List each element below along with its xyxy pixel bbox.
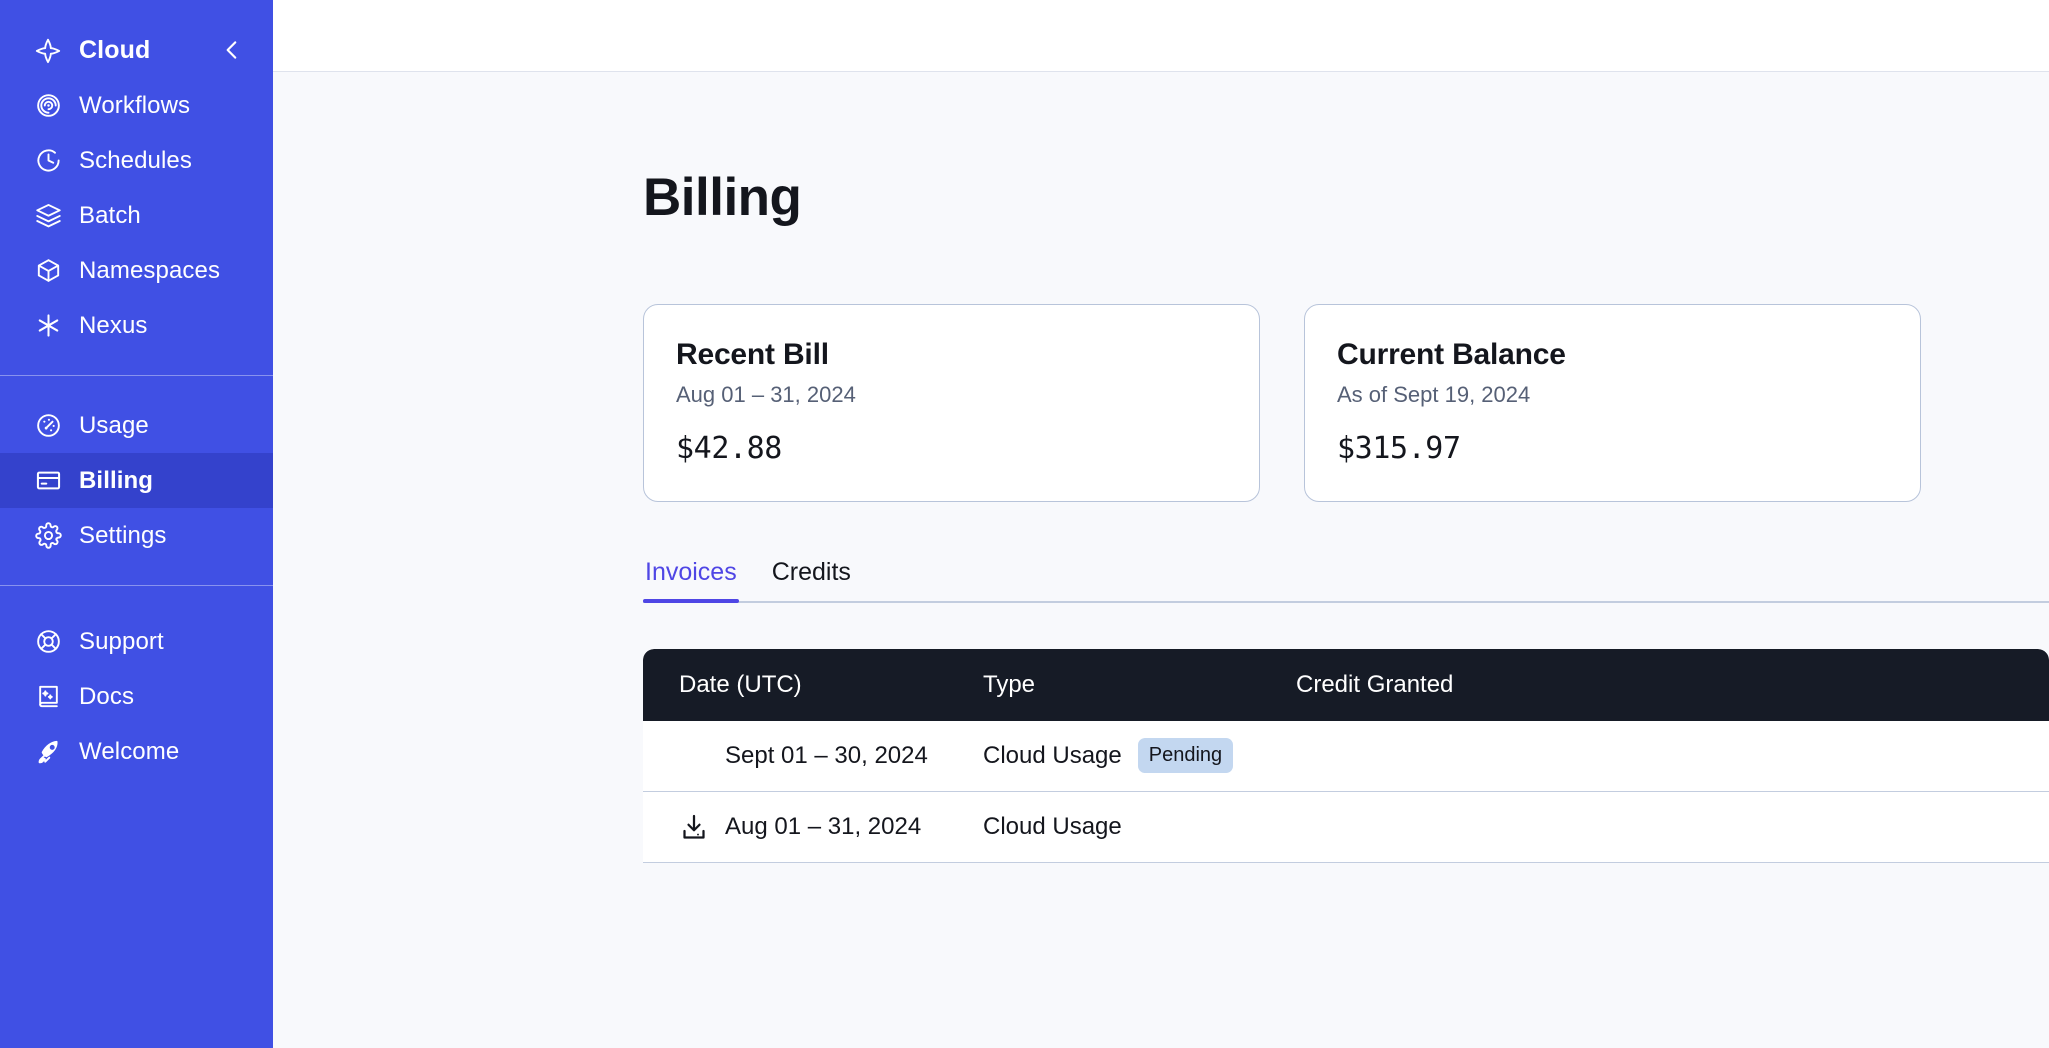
cell-type: Cloud Usage Pending bbox=[983, 738, 1296, 774]
current-balance-card: Current Balance As of Sept 19, 2024 $315… bbox=[1304, 303, 1921, 502]
top-header-bar bbox=[273, 0, 2049, 72]
sidebar-item-label: Usage bbox=[79, 411, 149, 439]
sidebar-item-label: Docs bbox=[79, 682, 135, 710]
sidebar-group-primary: Cloud Workflows bbox=[0, 0, 273, 375]
column-header-date: Date (UTC) bbox=[679, 670, 802, 698]
sidebar: Cloud Workflows bbox=[0, 0, 273, 1048]
chevron-left-icon[interactable] bbox=[217, 35, 247, 65]
workflows-icon bbox=[34, 92, 62, 120]
page-content: Billing Recent Bill Aug 01 – 31, 2024 $4… bbox=[273, 72, 2049, 1048]
invoices-table: Date (UTC) Type Credit Granted Sept 01 –… bbox=[643, 648, 2049, 863]
welcome-rocket-icon bbox=[34, 738, 62, 766]
sidebar-brand-label: Cloud bbox=[79, 35, 151, 64]
sidebar-brand-cloud[interactable]: Cloud bbox=[0, 22, 273, 78]
sidebar-item-nexus[interactable]: Nexus bbox=[0, 298, 273, 353]
sidebar-item-label: Welcome bbox=[79, 737, 180, 765]
batch-layers-icon bbox=[34, 202, 62, 230]
sidebar-group-help: Support Docs bbox=[0, 586, 273, 797]
invoice-type: Cloud Usage bbox=[983, 741, 1122, 769]
recent-bill-card: Recent Bill Aug 01 – 31, 2024 $42.88 bbox=[643, 303, 1260, 502]
schedules-clock-icon bbox=[34, 147, 62, 175]
sidebar-item-support[interactable]: Support bbox=[0, 614, 273, 669]
sidebar-item-settings[interactable]: Settings bbox=[0, 508, 273, 563]
cell-date: Aug 01 – 31, 2024 bbox=[643, 812, 983, 842]
card-subtitle: Aug 01 – 31, 2024 bbox=[676, 382, 856, 408]
settings-gear-icon bbox=[34, 522, 62, 550]
sidebar-item-billing[interactable]: Billing bbox=[0, 453, 273, 508]
column-header-type: Type bbox=[983, 670, 1036, 698]
card-title: Recent Bill bbox=[676, 337, 829, 371]
billing-card-icon bbox=[34, 467, 62, 495]
status-badge: Pending bbox=[1137, 738, 1234, 774]
sidebar-item-label: Namespaces bbox=[79, 256, 221, 284]
table-header-row: Date (UTC) Type Credit Granted bbox=[643, 648, 2049, 721]
summary-cards: Recent Bill Aug 01 – 31, 2024 $42.88 Cur… bbox=[643, 303, 2049, 502]
sidebar-item-workflows[interactable]: Workflows bbox=[0, 78, 273, 133]
page-title: Billing bbox=[643, 168, 802, 227]
column-header-credit-granted: Credit Granted bbox=[1296, 670, 1454, 698]
sidebar-divider-1 bbox=[0, 375, 273, 376]
tab-credits[interactable]: Credits bbox=[771, 557, 851, 586]
card-subtitle: As of Sept 19, 2024 bbox=[1337, 382, 1531, 408]
sidebar-group-account: Usage Billing bbox=[0, 376, 273, 585]
docs-book-icon bbox=[34, 683, 62, 711]
sidebar-item-docs[interactable]: Docs bbox=[0, 669, 273, 724]
invoice-date: Sept 01 – 30, 2024 bbox=[725, 741, 928, 769]
namespaces-cube-icon bbox=[34, 257, 62, 285]
sidebar-item-label: Billing bbox=[79, 466, 154, 494]
sidebar-item-label: Batch bbox=[79, 201, 141, 229]
sidebar-item-label: Workflows bbox=[79, 91, 191, 119]
tab-invoices[interactable]: Invoices bbox=[643, 559, 739, 603]
sidebar-item-usage[interactable]: Usage bbox=[0, 398, 273, 453]
card-title: Current Balance bbox=[1337, 337, 1566, 371]
sidebar-item-label: Nexus bbox=[79, 311, 148, 339]
sparkle-icon bbox=[34, 36, 62, 64]
sidebar-item-namespaces[interactable]: Namespaces bbox=[0, 243, 273, 298]
table-row[interactable]: Aug 01 – 31, 2024 Cloud Usage bbox=[643, 791, 2049, 863]
card-amount: $315.97 bbox=[1337, 430, 1461, 466]
usage-gauge-icon bbox=[34, 412, 62, 440]
cell-date: Sept 01 – 30, 2024 bbox=[643, 741, 983, 769]
sidebar-divider-2 bbox=[0, 585, 273, 586]
download-icon[interactable] bbox=[679, 812, 709, 842]
table-row[interactable]: Sept 01 – 30, 2024 Cloud Usage Pending bbox=[643, 720, 2049, 792]
sidebar-item-label: Support bbox=[79, 627, 164, 655]
sidebar-item-welcome[interactable]: Welcome bbox=[0, 724, 273, 779]
sidebar-item-label: Schedules bbox=[79, 146, 192, 174]
billing-tabs: Invoices Credits bbox=[643, 557, 2049, 603]
nexus-asterisk-icon bbox=[34, 312, 62, 340]
support-lifebuoy-icon bbox=[34, 628, 62, 656]
sidebar-item-schedules[interactable]: Schedules bbox=[0, 133, 273, 188]
invoice-type: Cloud Usage bbox=[983, 812, 1122, 840]
card-amount: $42.88 bbox=[676, 430, 782, 466]
invoice-date: Aug 01 – 31, 2024 bbox=[725, 812, 922, 840]
sidebar-item-label: Settings bbox=[79, 521, 167, 549]
sidebar-item-batch[interactable]: Batch bbox=[0, 188, 273, 243]
main-region: Billing Recent Bill Aug 01 – 31, 2024 $4… bbox=[273, 0, 2049, 1048]
cell-type: Cloud Usage bbox=[983, 812, 1296, 840]
